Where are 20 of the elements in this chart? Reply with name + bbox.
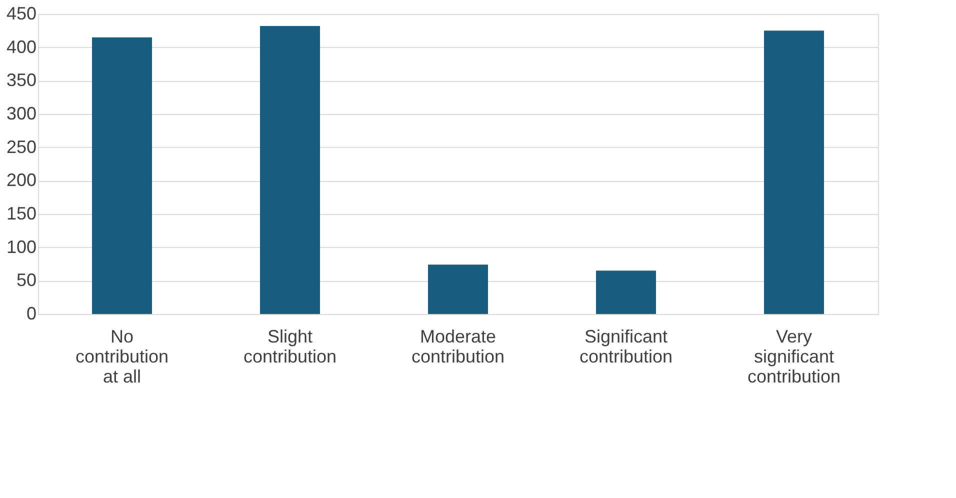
bar bbox=[428, 264, 488, 314]
x-tick-label: Significant contribution bbox=[579, 326, 673, 366]
y-tick-label: 150 bbox=[6, 204, 36, 224]
x-tick-label: No contribution at all bbox=[75, 326, 169, 386]
y-tick-label: 50 bbox=[16, 270, 36, 290]
bar bbox=[764, 30, 824, 314]
y-tick-label: 350 bbox=[6, 70, 36, 90]
y-tick-label: 250 bbox=[6, 136, 36, 157]
x-tick-label: Slight contribution bbox=[243, 326, 337, 366]
bar bbox=[92, 37, 152, 314]
x-tick-label: Very significant contribution bbox=[747, 326, 841, 386]
bar bbox=[596, 270, 656, 314]
bar bbox=[260, 26, 320, 314]
y-tick-label: 100 bbox=[6, 236, 36, 257]
y-tick-label: 450 bbox=[6, 4, 36, 24]
y-tick-label: 400 bbox=[6, 36, 36, 57]
x-tick-label: Moderate contribution bbox=[411, 326, 505, 366]
y-tick-label: 0 bbox=[26, 304, 36, 324]
y-tick-label: 200 bbox=[6, 170, 36, 190]
y-tick-label: 300 bbox=[6, 104, 36, 124]
